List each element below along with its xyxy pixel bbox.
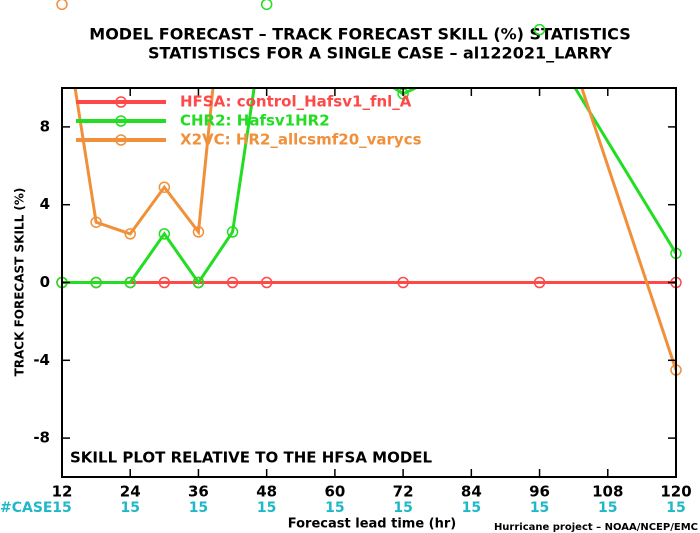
plot-area	[56, 0, 682, 376]
legend-marker	[115, 96, 127, 108]
x-axis-label: Forecast lead time (hr)	[288, 517, 456, 532]
point	[158, 276, 171, 289]
point	[90, 276, 102, 289]
point	[533, 276, 546, 289]
x-tick-label: 24	[120, 483, 141, 501]
point	[56, 0, 68, 11]
point	[124, 228, 136, 240]
point	[158, 228, 171, 240]
case-label: #CASE	[0, 500, 53, 516]
case-count: 15	[325, 500, 344, 516]
point	[260, 0, 273, 11]
point	[124, 276, 136, 289]
point	[226, 226, 239, 238]
case-count: 15	[666, 500, 685, 516]
case-count: 15	[530, 500, 549, 516]
case-count: 15	[52, 500, 71, 516]
case-count: 15	[189, 500, 208, 516]
point	[226, 276, 239, 289]
x-tick-label: 120	[660, 483, 691, 501]
point	[158, 181, 171, 193]
point	[192, 226, 205, 238]
chart-subtitle: STATISTISCS FOR A SINGLE CASE – al122021…	[148, 44, 612, 63]
case-count: 15	[598, 500, 617, 516]
x-tick-label: 48	[256, 483, 277, 501]
case-count: 15	[393, 500, 412, 516]
case-count: 15	[120, 500, 139, 516]
x-tick-label: 96	[529, 483, 550, 501]
x-tick-label: 60	[324, 483, 345, 501]
point	[260, 276, 273, 289]
footer: Hurricane project – NOAA/NCEP/EMC	[494, 522, 698, 533]
x-tick-label: 84	[461, 483, 482, 501]
y-tick-label: 0	[40, 273, 50, 291]
x-tick-label: 108	[592, 483, 623, 501]
point	[533, 23, 546, 36]
x-tick-label: 72	[393, 483, 414, 501]
x-tick-label: 36	[188, 483, 209, 501]
point	[90, 216, 102, 228]
x-tick-label: 12	[52, 483, 73, 501]
annotation: SKILL PLOT RELATIVE TO THE HFSA MODEL	[70, 449, 433, 467]
y-axis-label: TRACK FORECAST SKILL (%)	[13, 188, 27, 377]
y-tick-label: -4	[33, 351, 50, 369]
legend-label: CHR2: Hafsv1HR2	[180, 112, 330, 130]
legend-marker	[115, 134, 127, 146]
y-tick-label: 4	[40, 195, 50, 213]
point	[397, 276, 409, 289]
legend-marker	[115, 115, 127, 127]
series-line	[73, 88, 676, 371]
case-count: 15	[257, 500, 276, 516]
legend-label: HFSA: control_Hafsv1_fnl_A	[180, 93, 412, 111]
point	[192, 276, 205, 289]
y-tick-label: 8	[40, 117, 50, 135]
series-line	[62, 88, 676, 286]
legend-label: X2VC: HR2_allcsmf20_varycs	[180, 131, 422, 149]
y-tick-label: -8	[33, 429, 50, 447]
chart-title: MODEL FORECAST – TRACK FORECAST SKILL (%…	[89, 25, 630, 44]
series-lines	[62, 88, 676, 371]
case-count: 15	[462, 500, 481, 516]
